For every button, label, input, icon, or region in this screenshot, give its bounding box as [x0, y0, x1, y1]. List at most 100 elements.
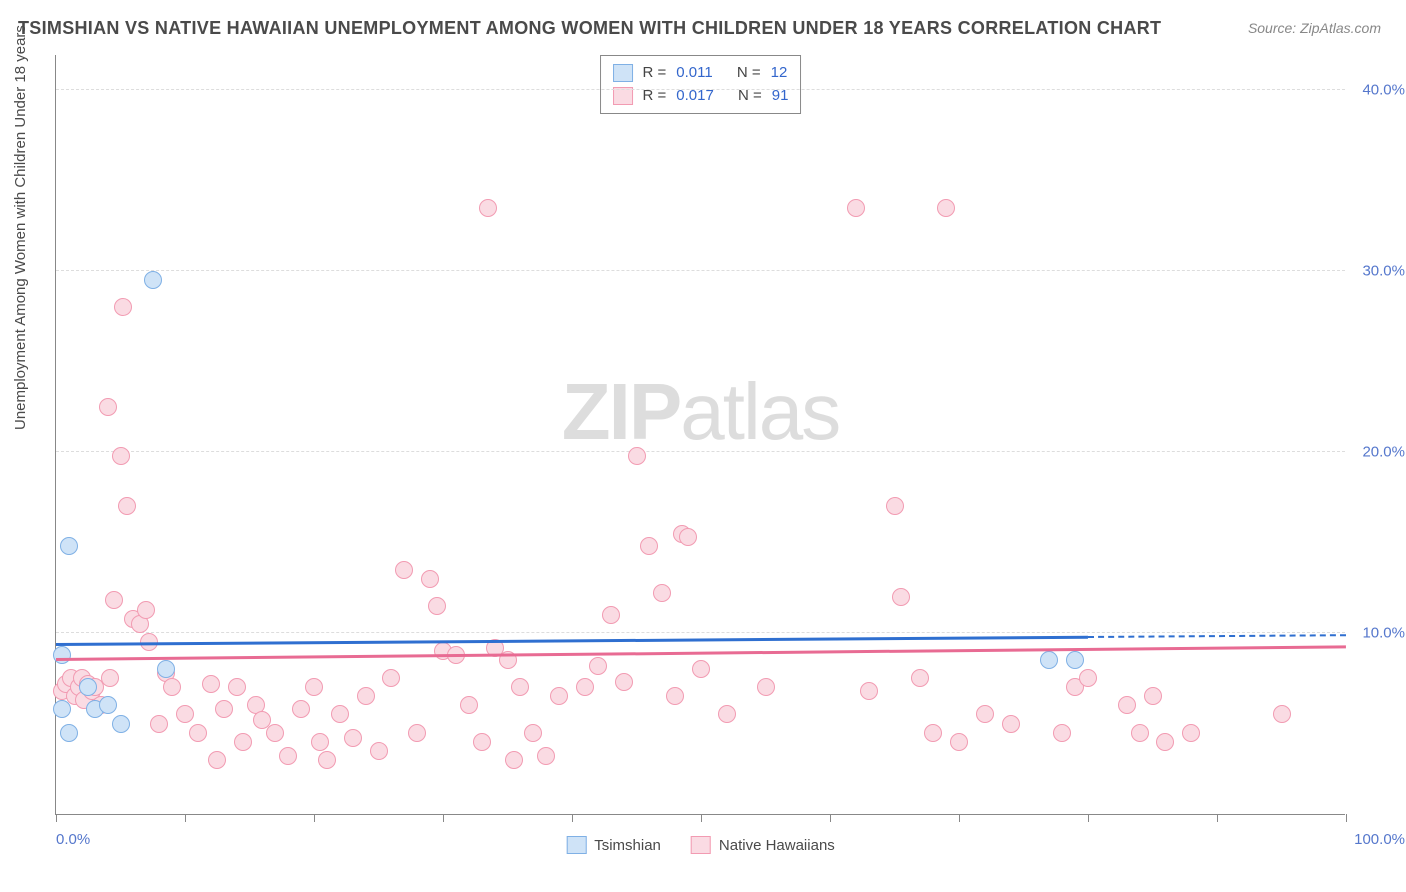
r-label: R = — [643, 62, 667, 85]
data-point — [1079, 669, 1097, 687]
gridline-h — [56, 451, 1345, 452]
r-value-1: 0.017 — [676, 85, 714, 108]
data-point — [150, 715, 168, 733]
x-tick — [1346, 814, 1347, 822]
data-point — [860, 682, 878, 700]
data-point — [60, 724, 78, 742]
x-tick — [1217, 814, 1218, 822]
data-point — [1040, 651, 1058, 669]
data-point — [628, 447, 646, 465]
data-point — [311, 733, 329, 751]
data-point — [692, 660, 710, 678]
data-point — [718, 705, 736, 723]
legend-item-0: Tsimshian — [566, 836, 661, 854]
data-point — [112, 447, 130, 465]
data-point — [99, 398, 117, 416]
data-point — [114, 298, 132, 316]
data-point — [1182, 724, 1200, 742]
x-tick — [56, 814, 57, 822]
data-point — [395, 561, 413, 579]
data-point — [911, 669, 929, 687]
data-point — [202, 675, 220, 693]
data-point — [511, 678, 529, 696]
swatch-series-0 — [566, 836, 586, 854]
data-point — [292, 700, 310, 718]
correlation-legend: R = 0.011 N = 12 R = 0.017 N = 91 — [600, 55, 802, 114]
data-point — [215, 700, 233, 718]
data-point — [408, 724, 426, 742]
data-point — [576, 678, 594, 696]
x-tick — [185, 814, 186, 822]
x-tick — [1088, 814, 1089, 822]
data-point — [976, 705, 994, 723]
data-point — [331, 705, 349, 723]
x-tick — [443, 814, 444, 822]
corr-row-series-0: R = 0.011 N = 12 — [613, 62, 789, 85]
y-tick-label: 10.0% — [1362, 625, 1405, 642]
n-value-0: 12 — [771, 62, 788, 85]
x-tick — [830, 814, 831, 822]
data-point — [550, 687, 568, 705]
r-value-0: 0.011 — [676, 62, 712, 85]
data-point — [112, 715, 130, 733]
data-point — [653, 584, 671, 602]
data-point — [473, 733, 491, 751]
data-point — [79, 678, 97, 696]
watermark: ZIPatlas — [562, 366, 839, 458]
data-point — [1066, 651, 1084, 669]
data-point — [279, 747, 297, 765]
x-tick — [572, 814, 573, 822]
data-point — [602, 606, 620, 624]
data-point — [615, 673, 633, 691]
n-value-1: 91 — [772, 85, 789, 108]
data-point — [144, 271, 162, 289]
gridline-h — [56, 632, 1345, 633]
data-point — [460, 696, 478, 714]
data-point — [924, 724, 942, 742]
y-tick-label: 20.0% — [1362, 444, 1405, 461]
series-legend: Tsimshian Native Hawaiians — [566, 836, 835, 854]
data-point — [105, 591, 123, 609]
data-point — [318, 751, 336, 769]
data-point — [189, 724, 207, 742]
data-point — [1273, 705, 1291, 723]
data-point — [428, 597, 446, 615]
data-point — [157, 660, 175, 678]
data-point — [60, 537, 78, 555]
data-point — [847, 199, 865, 217]
data-point — [1144, 687, 1162, 705]
data-point — [99, 696, 117, 714]
n-label: N = — [737, 62, 761, 85]
data-point — [666, 687, 684, 705]
chart-title: TSIMSHIAN VS NATIVE HAWAIIAN UNEMPLOYMEN… — [18, 18, 1161, 39]
data-point — [53, 646, 71, 664]
data-point — [640, 537, 658, 555]
data-point — [382, 669, 400, 687]
gridline-h — [56, 89, 1345, 90]
trend-line — [56, 645, 1346, 660]
data-point — [505, 751, 523, 769]
data-point — [886, 497, 904, 515]
data-point — [1131, 724, 1149, 742]
data-point — [1002, 715, 1020, 733]
swatch-series-0 — [613, 64, 633, 82]
source-attribution: Source: ZipAtlas.com — [1248, 20, 1381, 36]
y-tick-label: 30.0% — [1362, 263, 1405, 280]
data-point — [1156, 733, 1174, 751]
data-point — [679, 528, 697, 546]
data-point — [266, 724, 284, 742]
data-point — [892, 588, 910, 606]
data-point — [228, 678, 246, 696]
data-point — [589, 657, 607, 675]
data-point — [118, 497, 136, 515]
plot-area: ZIPatlas R = 0.011 N = 12 R = 0.017 N = … — [55, 55, 1345, 815]
data-point — [1118, 696, 1136, 714]
data-point — [950, 733, 968, 751]
data-point — [370, 742, 388, 760]
n-label: N = — [738, 85, 762, 108]
x-tick — [314, 814, 315, 822]
watermark-light: atlas — [680, 367, 839, 456]
data-point — [524, 724, 542, 742]
data-point — [53, 700, 71, 718]
data-point — [344, 729, 362, 747]
